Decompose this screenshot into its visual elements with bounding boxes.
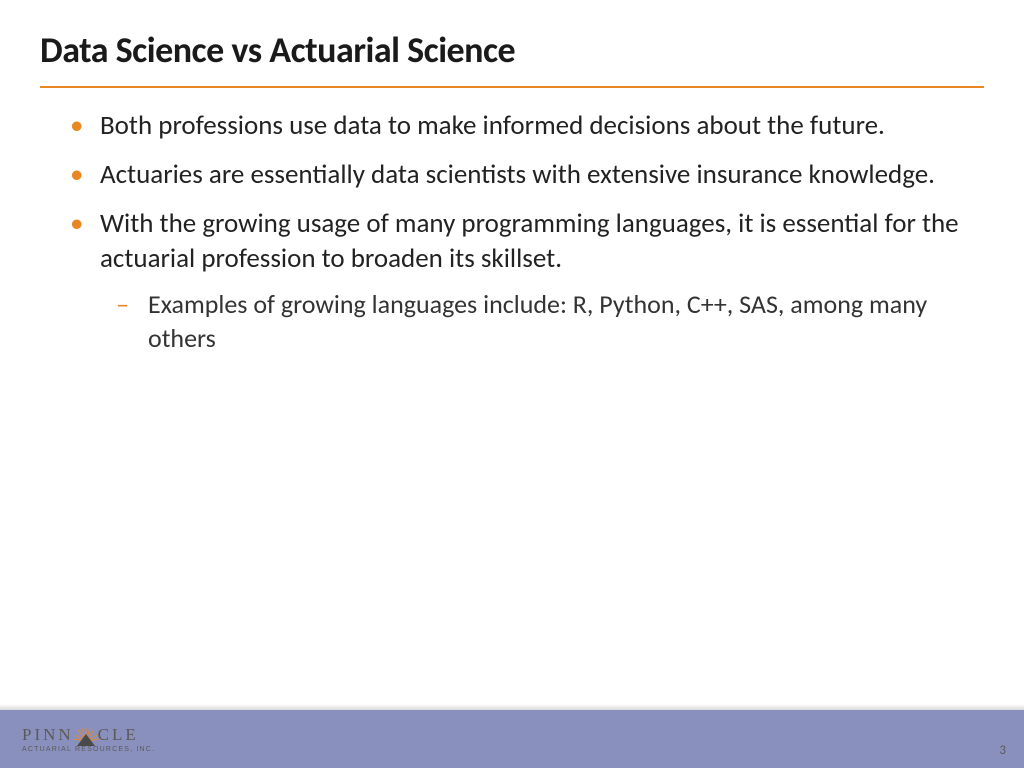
slide-title: Data Science vs Actuarial Science xyxy=(40,28,984,72)
logo-text-right: CLE xyxy=(98,725,139,745)
slide-header: Data Science vs Actuarial Science xyxy=(0,0,1024,72)
logo-main-row: PINN xyxy=(22,725,139,745)
slide-footer: PINN xyxy=(0,710,1024,768)
bullet-text: Actuaries are essentially data scientist… xyxy=(100,158,935,191)
sun-icon xyxy=(73,727,99,747)
bullet-item: With the growing usage of many programmi… xyxy=(70,206,964,356)
logo-tagline: ACTUARIAL RESOURCES, INC. xyxy=(22,746,155,753)
bullet-item: Actuaries are essentially data scientist… xyxy=(70,157,964,192)
slide-content: Both professions use data to make inform… xyxy=(0,88,1024,704)
bullet-item: Both professions use data to make inform… xyxy=(70,108,964,143)
logo-text-left: PINN xyxy=(22,725,74,745)
slide: Data Science vs Actuarial Science Both p… xyxy=(0,0,1024,768)
bullet-text: Both professions use data to make inform… xyxy=(100,109,885,142)
footer-logo: PINN xyxy=(22,725,155,753)
sub-bullet-item: Examples of growing languages include: R… xyxy=(116,288,964,356)
sub-bullet-text: Examples of growing languages include: R… xyxy=(148,288,927,354)
page-number: 3 xyxy=(999,743,1006,758)
bullet-list: Both professions use data to make inform… xyxy=(70,108,964,356)
sub-bullet-list: Examples of growing languages include: R… xyxy=(100,288,964,356)
bullet-text: With the growing usage of many programmi… xyxy=(100,207,959,275)
